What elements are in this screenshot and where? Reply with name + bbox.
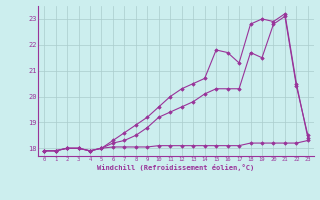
X-axis label: Windchill (Refroidissement éolien,°C): Windchill (Refroidissement éolien,°C) bbox=[97, 164, 255, 171]
